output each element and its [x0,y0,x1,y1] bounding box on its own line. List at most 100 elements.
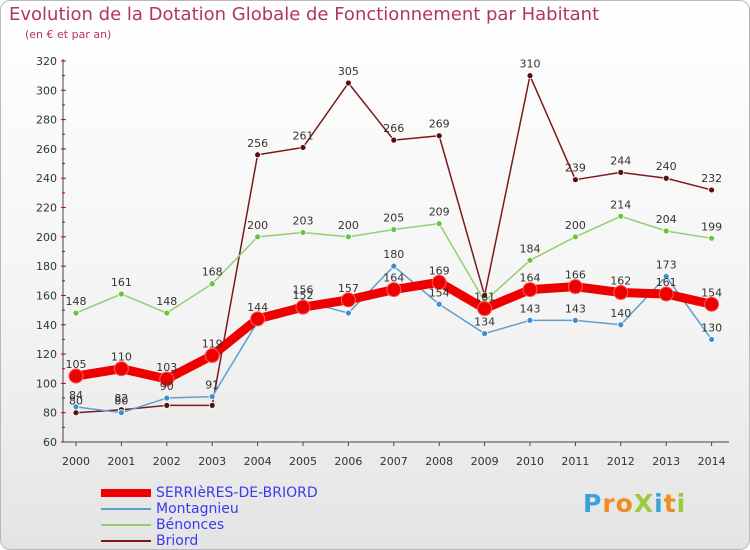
legend-swatch [101,489,151,497]
data-point [435,300,443,308]
legend-swatch [101,508,151,510]
data-label: 199 [701,220,722,233]
data-point [431,274,447,290]
data-label: 261 [293,129,314,142]
data-label: 119 [202,338,223,351]
data-point [526,72,534,80]
y-tick-label: 140 [36,319,57,332]
data-point [662,174,670,182]
data-point [477,301,493,317]
line-chart: 60 80 100 120 140 160 180 200 220 240 260 280 300 320… [36,55,729,468]
x-tick-label: 2002 [153,455,181,468]
legend-swatch [101,524,151,526]
logo-letter: i [654,489,664,518]
data-point [386,282,402,298]
y-tick-label: 240 [36,172,57,185]
data-point [344,309,352,317]
x-tick-label: 2008 [425,455,453,468]
data-label: 105 [66,358,87,371]
data-label: 80 [69,395,83,408]
data-label: 161 [474,291,495,304]
data-label: 232 [701,172,722,185]
data-point [72,403,80,411]
data-point [704,296,720,312]
data-point [163,394,171,402]
data-point [344,233,352,241]
x-tick-label: 2006 [334,455,362,468]
y-tick-label: 120 [36,348,57,361]
data-point [662,227,670,235]
data-point [208,280,216,288]
data-label: 200 [565,219,586,232]
data-label: 80 [114,395,128,408]
data-point [208,401,216,409]
y-tick-label: 260 [36,143,57,156]
logo-letter: t [663,489,677,518]
data-point [708,336,715,343]
data-point [662,273,670,280]
data-label: 157 [338,282,359,295]
data-point [708,186,715,194]
axes: 60 80 100 120 140 160 180 200 220 240 260 280 300 320… [36,55,729,468]
data-point [481,330,489,337]
data-point [72,309,80,317]
y-tick-label: 100 [36,377,57,390]
x-tick-label: 2009 [471,455,499,468]
data-point [250,311,266,327]
y-tick-label: 80 [43,407,57,420]
logo-letter: o [615,489,634,518]
data-point [572,176,579,184]
y-tick-label: 180 [36,260,57,273]
data-point [617,212,625,220]
x-tick-label: 2011 [561,455,589,468]
data-label: 168 [202,266,223,279]
data-point [113,361,129,377]
legend-label: Montagnieu [156,501,239,517]
data-point [163,309,171,317]
data-label: 134 [474,316,495,329]
data-label: 173 [656,258,677,271]
data-point [299,144,307,151]
data-label: 180 [383,248,404,261]
data-label: 239 [565,162,586,175]
y-tick-label: 300 [36,84,57,97]
data-label: 143 [520,302,541,315]
data-point [617,321,625,329]
x-tick-label: 2005 [289,455,317,468]
y-tick-label: 160 [36,289,57,302]
legend-label: Bénonces [156,517,225,533]
logo-letter: r [602,489,616,518]
data-point [658,286,674,302]
data-point [390,262,398,270]
data-label: 200 [247,219,268,232]
x-tick-label: 2003 [198,455,226,468]
data-label: 310 [520,58,541,71]
data-label: 103 [156,361,177,374]
data-point [572,316,579,324]
data-label: 164 [520,272,541,285]
data-point [118,290,125,298]
data-label: 110 [111,351,132,364]
data-point [295,299,311,315]
y-tick-label: 60 [43,436,57,449]
x-tick-label: 2012 [607,455,635,468]
logo-letter: i [676,489,687,518]
logo-letter: P [583,489,603,518]
data-point [522,282,538,298]
data-label: 148 [66,295,87,308]
data-point [617,168,625,176]
x-tick-label: 2013 [652,455,680,468]
data-label: 91 [205,379,219,392]
y-tick-label: 220 [36,202,57,215]
data-label: 240 [656,160,677,173]
data-label: 84 [69,389,83,402]
data-label: 154 [701,286,722,299]
data-label: 209 [429,206,450,219]
data-point [567,279,583,295]
data-point [572,233,579,241]
data-label: 184 [520,242,541,255]
data-label: 130 [701,321,722,334]
data-point [390,136,398,144]
